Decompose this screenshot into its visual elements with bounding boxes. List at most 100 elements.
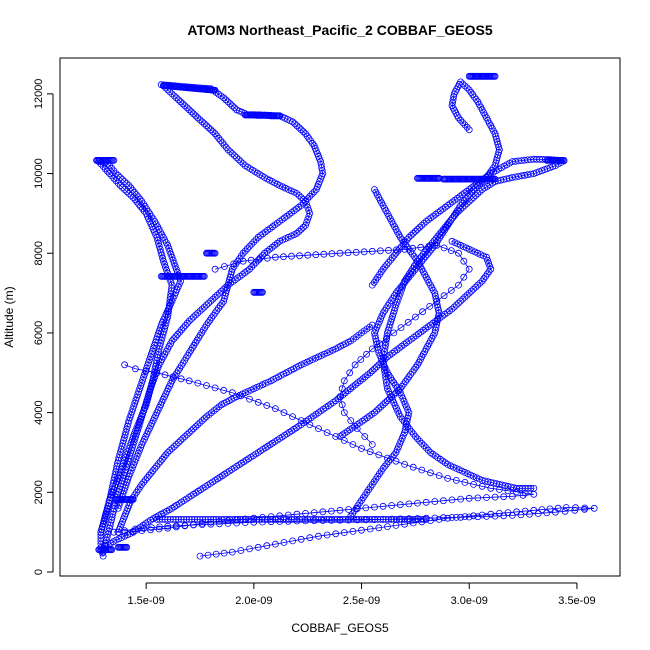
- data-point: [285, 516, 293, 523]
- data-point: [376, 340, 383, 348]
- data-point: [345, 506, 353, 513]
- data-point: [210, 516, 217, 523]
- data-point: [172, 441, 180, 448]
- data-point: [220, 386, 228, 394]
- data-point: [169, 516, 177, 523]
- data-point: [308, 139, 316, 147]
- data-point: [419, 250, 427, 258]
- data-point: [285, 210, 293, 218]
- data-point: [344, 249, 352, 257]
- data-point: [142, 367, 150, 375]
- data-point: [222, 289, 230, 297]
- data-point: [383, 261, 391, 269]
- data-point: [341, 516, 349, 523]
- data-point: [168, 90, 176, 98]
- data-point: [404, 318, 412, 326]
- data-point: [336, 506, 344, 514]
- data-point: [220, 94, 228, 102]
- data-point: [440, 292, 448, 300]
- plot-frame: [59, 57, 621, 577]
- data-point: [226, 100, 234, 108]
- data-point: [293, 516, 301, 523]
- data-point: [200, 415, 208, 423]
- data-point: [405, 500, 413, 508]
- data-point: [150, 376, 158, 384]
- data-point: [385, 246, 392, 254]
- data-point: [304, 195, 312, 203]
- data-point: [130, 461, 138, 469]
- data-point: [246, 545, 253, 553]
- data-point: [371, 365, 378, 373]
- data-point: [372, 326, 380, 334]
- data-point: [483, 513, 490, 520]
- data-point: [379, 401, 387, 409]
- data-point: [183, 516, 190, 523]
- data-point: [465, 494, 473, 502]
- data-point: [444, 514, 452, 522]
- data-point: [561, 507, 569, 515]
- data-point: [277, 516, 285, 523]
- data-point: [445, 219, 453, 226]
- data-point: [258, 516, 266, 523]
- data-point: [152, 370, 160, 378]
- data-point: [460, 257, 468, 265]
- data-point: [266, 516, 274, 523]
- data-point: [451, 196, 459, 204]
- data-point: [119, 176, 126, 183]
- data-point: [381, 263, 389, 271]
- data-point: [149, 467, 157, 475]
- data-point: [181, 102, 189, 110]
- data-point: [495, 148, 503, 156]
- data-point: [474, 513, 482, 521]
- data-point: [241, 269, 249, 277]
- data-point: [108, 546, 116, 554]
- data-point: [254, 398, 262, 406]
- data-point: [325, 516, 333, 523]
- data-point: [164, 449, 172, 456]
- data-point: [132, 396, 140, 404]
- data-point: [332, 433, 340, 440]
- series-line: [117, 324, 373, 533]
- data-point: [424, 446, 432, 454]
- data-point: [396, 289, 404, 297]
- data-point: [446, 200, 454, 208]
- data-point: [452, 301, 460, 309]
- data-point: [351, 361, 359, 369]
- data-point: [465, 289, 473, 297]
- data-point: [457, 116, 465, 124]
- data-point: [269, 516, 277, 523]
- data-point: [146, 356, 153, 364]
- data-point: [131, 188, 138, 196]
- data-point: [288, 516, 295, 523]
- data-point: [368, 516, 376, 523]
- data-point: [346, 369, 354, 377]
- data-point: [390, 451, 398, 459]
- data-point: [175, 96, 182, 104]
- data-point: [136, 446, 143, 454]
- data-point: [172, 523, 180, 531]
- data-point: [211, 293, 219, 301]
- data-point: [422, 325, 430, 332]
- data-point: [414, 435, 421, 443]
- data-point: [121, 361, 129, 369]
- data-point: [291, 120, 299, 128]
- data-point: [478, 511, 486, 519]
- data-point: [461, 201, 469, 209]
- data-point: [140, 207, 148, 215]
- data-point: [320, 516, 328, 523]
- data-point: [355, 516, 363, 523]
- data-point: [347, 516, 355, 523]
- data-point: [191, 516, 199, 523]
- data-point: [172, 333, 180, 340]
- data-point: [366, 448, 374, 456]
- data-point: [534, 510, 542, 517]
- data-point: [218, 287, 225, 295]
- data-point: [411, 227, 419, 235]
- data-point: [400, 380, 408, 388]
- data-point: [308, 190, 316, 198]
- data-point: [438, 228, 445, 236]
- data-point: [155, 361, 163, 369]
- data-point: [138, 441, 146, 448]
- data-point: [194, 379, 202, 387]
- data-point: [323, 531, 331, 539]
